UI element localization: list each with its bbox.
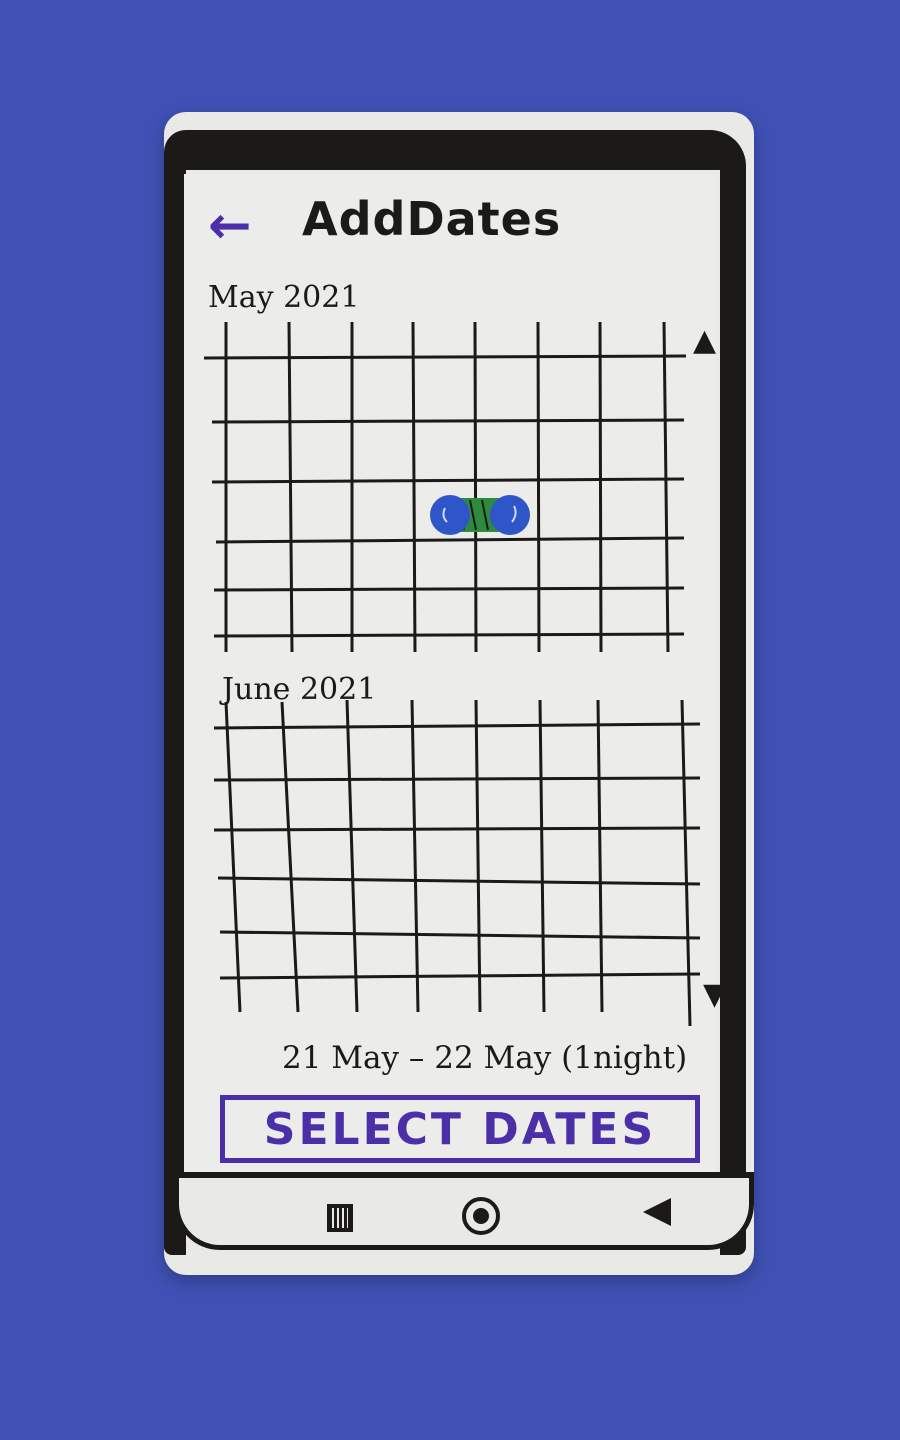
- scroll-up-icon[interactable]: ▲: [693, 323, 717, 358]
- phone-sketch: ← AddDates May 2021: [164, 112, 754, 1275]
- back-triangle-icon[interactable]: [643, 1198, 671, 1226]
- selected-range-marker[interactable]: [430, 495, 530, 535]
- month-label-may: May 2021: [208, 280, 360, 315]
- home-icon[interactable]: [462, 1197, 500, 1235]
- scroll-down-icon[interactable]: ▼: [703, 977, 727, 1012]
- android-nav-bar: [174, 1172, 754, 1250]
- select-dates-button[interactable]: SELECT DATES: [220, 1095, 700, 1163]
- page-title: AddDates: [302, 192, 562, 246]
- recents-icon[interactable]: [327, 1204, 353, 1232]
- screen: [184, 174, 716, 1174]
- calendar-grid-june[interactable]: [214, 700, 706, 1028]
- back-arrow-icon[interactable]: ←: [208, 196, 252, 256]
- month-label-june: June 2021: [222, 672, 377, 707]
- device-frame: [164, 130, 746, 1255]
- calendar-grid-may[interactable]: [204, 322, 690, 658]
- selected-range-summary: 21 May – 22 May (1night): [282, 1040, 688, 1076]
